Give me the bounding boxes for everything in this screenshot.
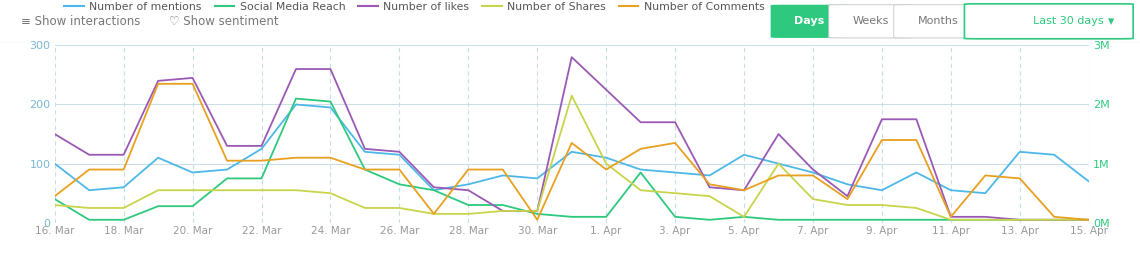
Text: Months: Months: [918, 16, 959, 26]
Text: Weeks: Weeks: [853, 16, 889, 26]
Text: Last 30 days: Last 30 days: [1033, 16, 1104, 26]
FancyBboxPatch shape: [829, 5, 913, 38]
FancyBboxPatch shape: [964, 4, 1133, 39]
Text: ≡ Show interactions: ≡ Show interactions: [21, 15, 140, 28]
FancyBboxPatch shape: [771, 5, 848, 38]
Text: ▾: ▾: [1108, 15, 1115, 28]
Legend: Number of mentions, Social Media Reach, Number of likes, Number of Shares, Numbe: Number of mentions, Social Media Reach, …: [60, 0, 768, 16]
Text: ♡ Show sentiment: ♡ Show sentiment: [169, 15, 278, 28]
FancyBboxPatch shape: [894, 5, 983, 38]
Text: Days: Days: [795, 16, 824, 26]
